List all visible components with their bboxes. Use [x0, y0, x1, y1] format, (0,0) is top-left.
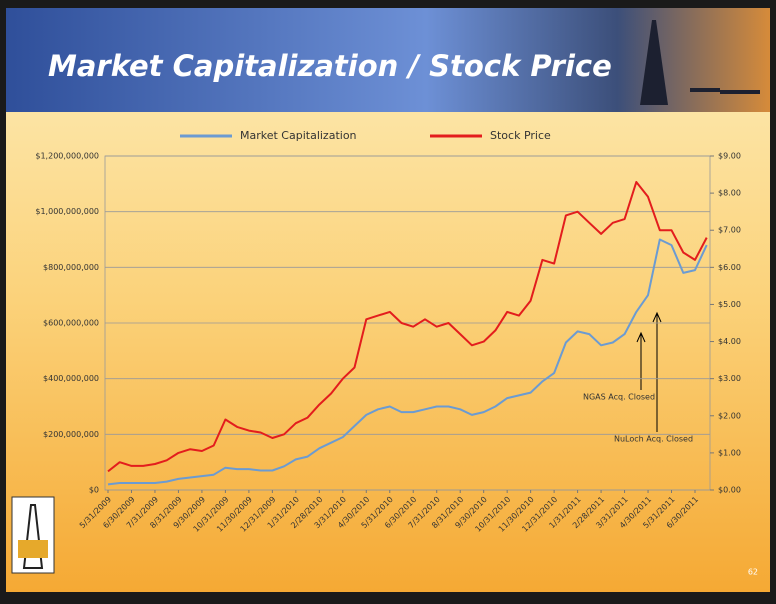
y-tick-label: $400,000,000 [43, 374, 99, 383]
y-tick-label: $1,200,000,000 [35, 152, 99, 161]
y2-tick-label: $7.00 [718, 226, 741, 235]
derrick-silhouette [640, 20, 760, 105]
y2-tick-label: $1.00 [718, 448, 741, 457]
page-number: 62 [748, 568, 758, 577]
y-tick-label: $0 [89, 486, 99, 495]
y2-tick-label: $6.00 [718, 263, 741, 272]
y2-tick-label: $3.00 [718, 374, 741, 383]
y2-tick-label: $4.00 [718, 337, 741, 346]
logo [11, 496, 55, 574]
y2-tick-label: $0.00 [718, 486, 741, 495]
legend-label: Market Capitalization [240, 129, 357, 142]
series-line [107, 181, 708, 473]
y-tick-label: $1,000,000,000 [35, 207, 99, 216]
y2-tick-label: $8.00 [718, 189, 741, 198]
y-tick-label: $200,000,000 [43, 430, 99, 439]
annotation: NuLoch Acq. Closed [614, 435, 693, 444]
slide-title: Market Capitalization / Stock Price [48, 49, 612, 83]
annotation: NGAS Acq. Closed [583, 393, 655, 402]
y2-tick-label: $2.00 [718, 411, 741, 420]
series-line [107, 238, 708, 486]
y-tick-label: $800,000,000 [43, 263, 99, 272]
y2-tick-label: $5.00 [718, 300, 741, 309]
annotation-arrows [636, 311, 662, 432]
legend-label: Stock Price [490, 129, 551, 142]
y2-tick-label: $9.00 [718, 152, 741, 161]
y-tick-label: $600,000,000 [43, 319, 99, 328]
